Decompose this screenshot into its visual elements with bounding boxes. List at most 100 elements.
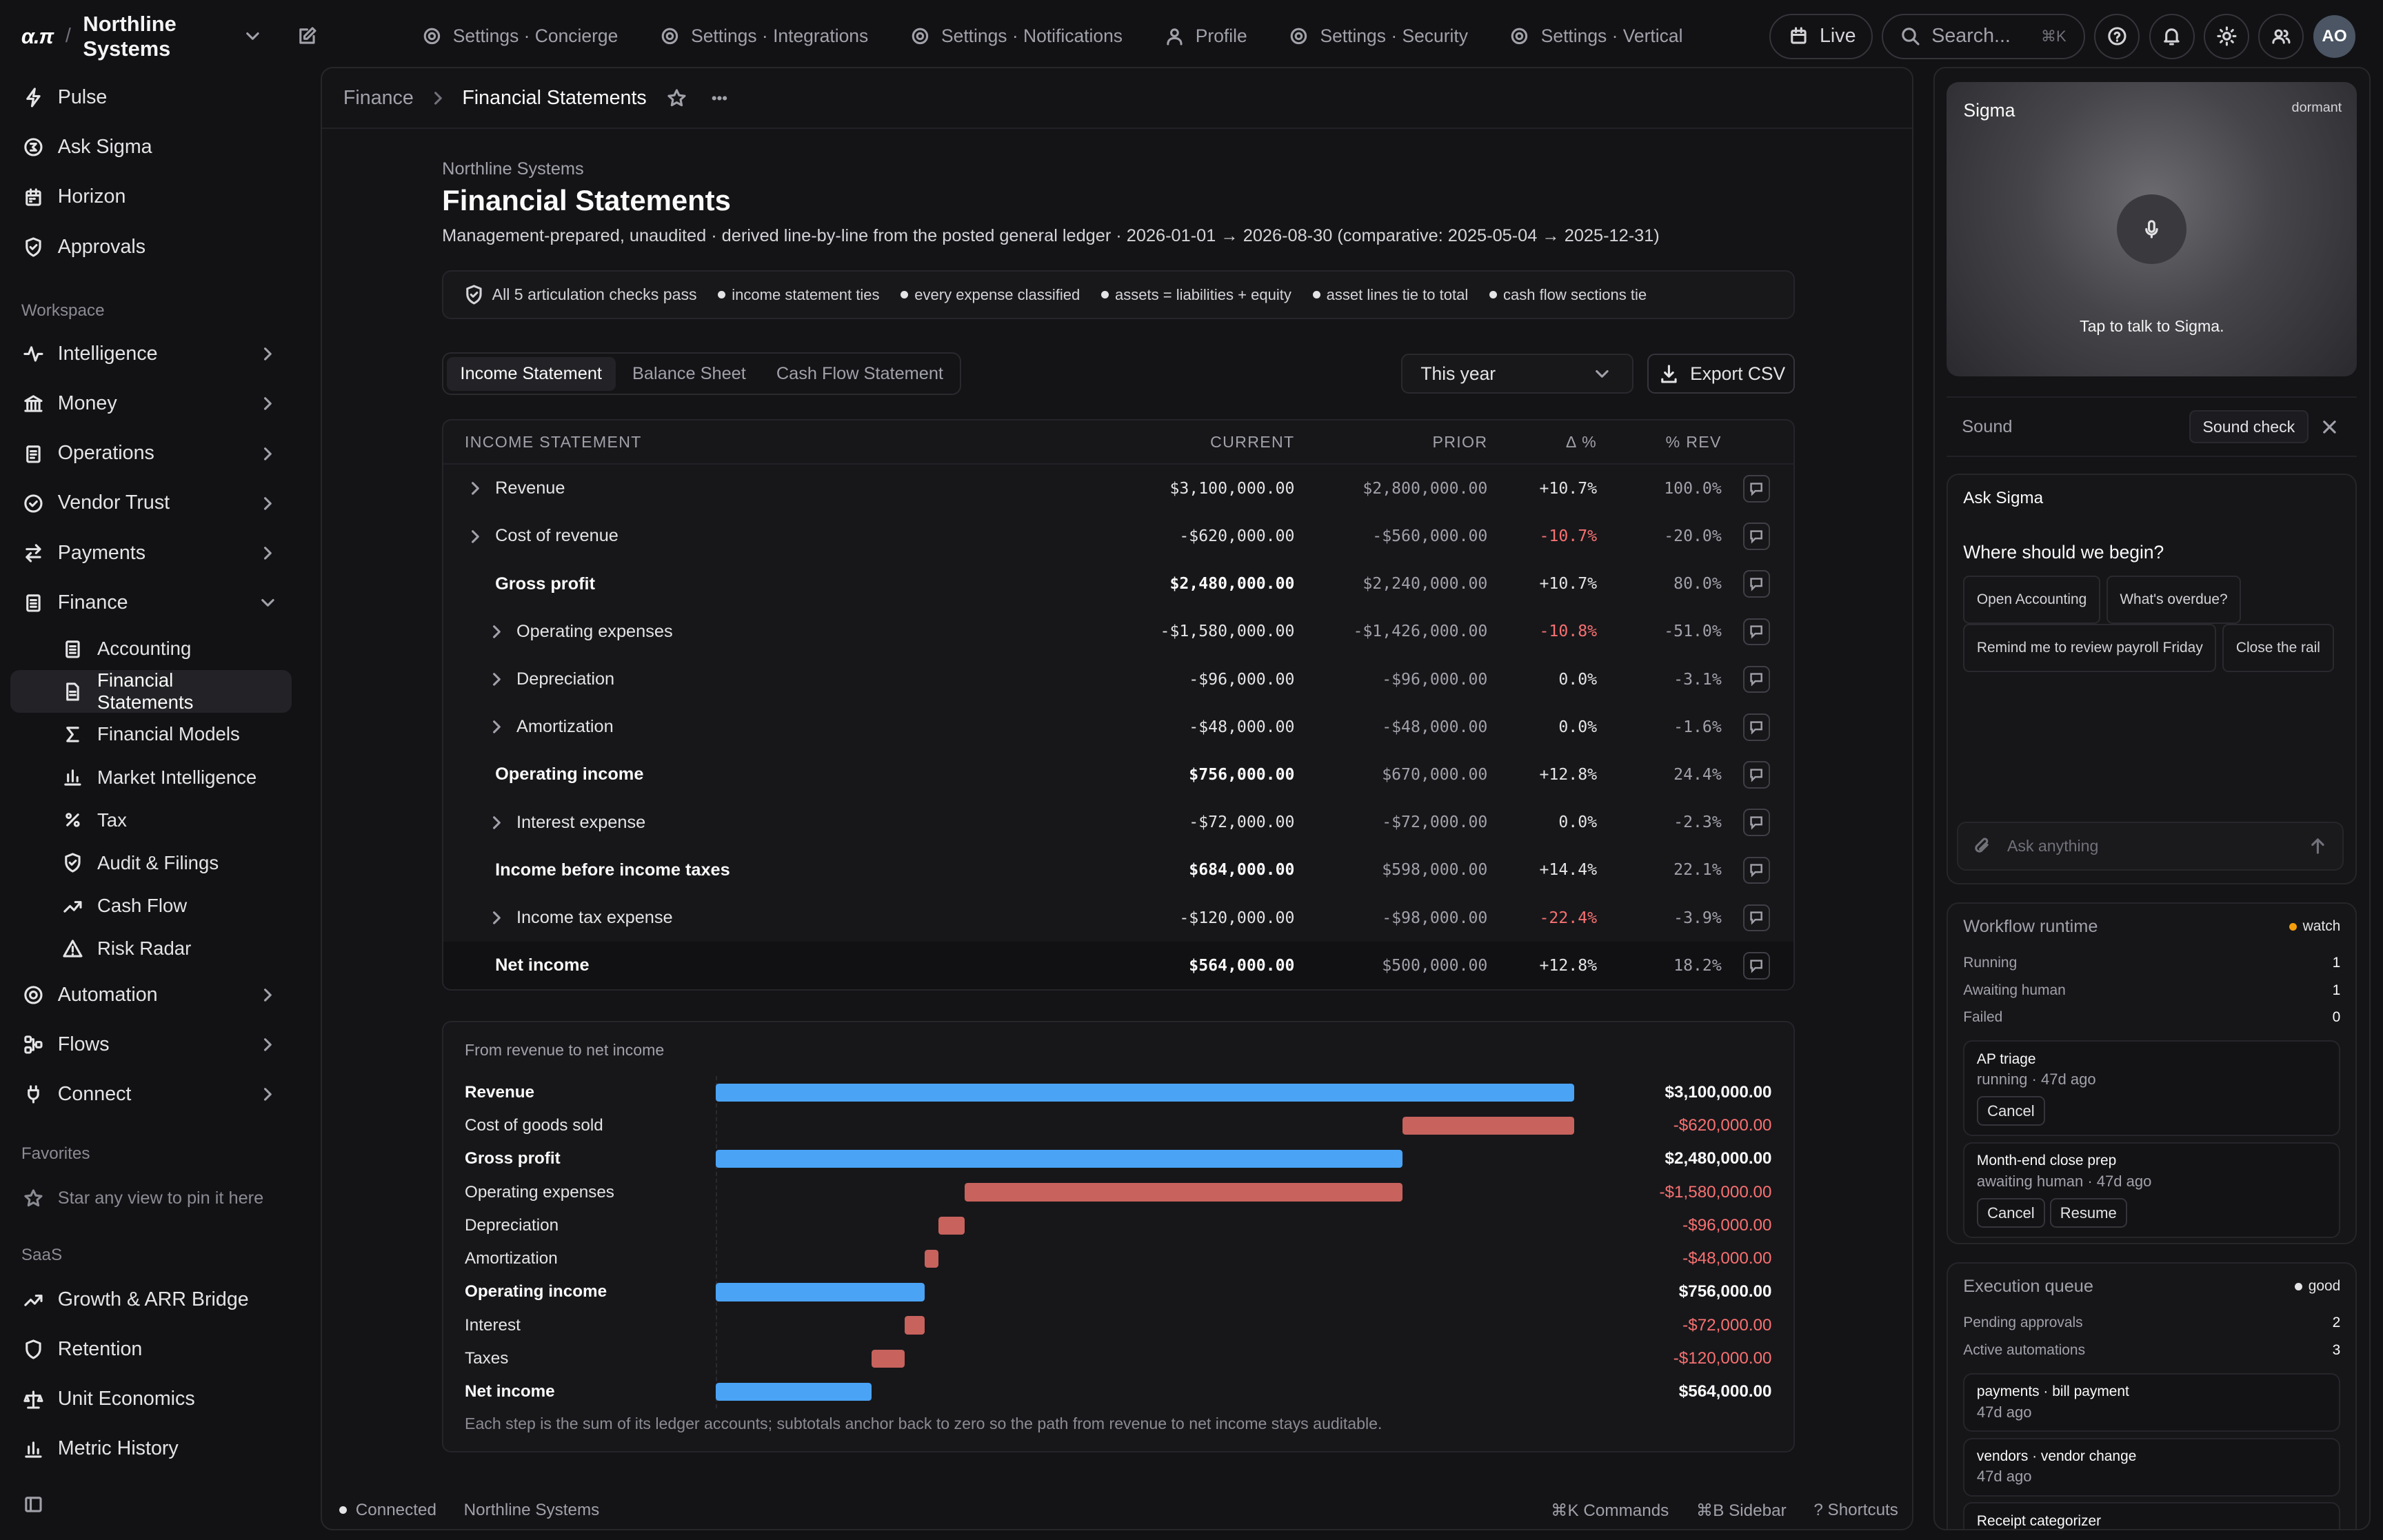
suggestion-chip[interactable]: What's overdue? (2106, 575, 2242, 625)
sidebar-item-financial-statements[interactable]: Financial Statements (10, 669, 292, 713)
period-select[interactable]: This year (1400, 354, 1634, 394)
breadcrumb-parent[interactable]: Finance (343, 86, 414, 109)
shortcut-sidebar[interactable]: ⌘B Sidebar (1696, 1501, 1787, 1520)
resume-button[interactable]: Resume (2049, 1197, 2128, 1228)
sidebar-item-finance[interactable]: Finance (0, 578, 319, 627)
topnav-settings-integrations[interactable]: Settings · Integrations (643, 15, 884, 58)
sidebar-toggle[interactable] (0, 1480, 319, 1530)
sidebar-item-growth-arr[interactable]: Growth & ARR Bridge (0, 1275, 319, 1325)
export-csv-button[interactable]: Export CSV (1647, 354, 1795, 394)
ask-input[interactable]: Ask anything (1957, 822, 2344, 871)
queue-item[interactable]: vendors · vendor change 47d ago (1963, 1437, 2341, 1497)
comment-button[interactable] (1742, 713, 1771, 741)
topnav-settings-security[interactable]: Settings · Security (1271, 15, 1483, 58)
compose-icon[interactable] (295, 24, 319, 48)
comment-button[interactable] (1742, 856, 1771, 884)
sidebar-item-pulse[interactable]: Pulse (0, 73, 319, 123)
sidebar-item-operations[interactable]: Operations (0, 429, 319, 478)
paperclip-icon[interactable] (1971, 834, 1995, 858)
queue-item[interactable]: Receipt categorizer (1963, 1502, 2341, 1529)
chevron-right-icon[interactable] (486, 811, 507, 835)
shortcut-commands[interactable]: ⌘K Commands (1551, 1501, 1669, 1520)
table-row[interactable]: Amortization -$48,000.00 -$48,000.00 0.0% -1… (443, 703, 1793, 751)
topnav-settings-concierge[interactable]: Settings · Concierge (404, 15, 633, 58)
sidebar-item-audit-filings[interactable]: Audit & Filings (0, 842, 319, 884)
suggestion-chip[interactable]: Open Accounting (1963, 575, 2100, 625)
sidebar-item-connect[interactable]: Connect (0, 1069, 319, 1119)
comment-button[interactable] (1742, 523, 1771, 550)
sidebar-item-money[interactable]: Money (0, 379, 319, 429)
suggestion-chip[interactable]: Remind me to review payroll Friday (1963, 624, 2217, 673)
sidebar-item-horizon[interactable]: Horizon (0, 172, 319, 222)
mic-button[interactable] (2117, 194, 2187, 265)
sidebar-item-unit-economics[interactable]: Unit Economics (0, 1375, 319, 1424)
chevron-right-icon[interactable] (465, 524, 486, 548)
sidebar-item-retention[interactable]: Retention (0, 1325, 319, 1375)
chevron-right-icon[interactable] (486, 620, 507, 644)
sidebar-item-automation[interactable]: Automation (0, 970, 319, 1020)
comment-button[interactable] (1742, 665, 1771, 693)
sidebar-item-intelligence[interactable]: Intelligence (0, 330, 319, 379)
chart-rows: Revenue $3,100,000.00 Cost of goods sold -$… (465, 1076, 1772, 1409)
team-button[interactable] (2258, 13, 2304, 59)
suggestion-chip[interactable]: Close the rail (2222, 624, 2334, 673)
sidebar-item-flows[interactable]: Flows (0, 1020, 319, 1069)
send-icon[interactable] (2306, 834, 2330, 858)
comment-button[interactable] (1742, 951, 1771, 980)
comment-button[interactable] (1742, 809, 1771, 836)
top-bar: α.π / Northline Systems Settings · Conci… (0, 0, 2383, 73)
tab-income-statement[interactable]: Income Statement (446, 356, 616, 391)
table-row[interactable]: Interest expense -$72,000.00 -$72,000.00 0.… (443, 799, 1793, 847)
star-icon[interactable] (665, 85, 689, 110)
chevron-right-icon[interactable] (465, 476, 486, 500)
sidebar-item-tax[interactable]: Tax (0, 799, 319, 842)
sidebar-item-cash-flow[interactable]: Cash Flow (0, 884, 319, 927)
comment-button[interactable] (1742, 904, 1771, 932)
table-row[interactable]: Operating expenses -$1,580,000.00 -$1,426,… (443, 608, 1793, 656)
tab-cash-flow-statement[interactable]: Cash Flow Statement (776, 363, 943, 383)
close-icon[interactable] (2317, 415, 2342, 439)
comment-button[interactable] (1742, 618, 1771, 646)
sidebar-item-accounting[interactable]: Accounting (0, 627, 319, 670)
topnav-settings-notifications[interactable]: Settings · Notifications (892, 15, 1138, 58)
tab-balance-sheet[interactable]: Balance Sheet (632, 363, 746, 383)
chevron-down-icon[interactable] (240, 24, 264, 48)
sidebar-item-metric-history[interactable]: Metric History (0, 1424, 319, 1474)
chevron-right-icon[interactable] (486, 667, 507, 691)
sidebar-item-ask-sigma[interactable]: Ask Sigma (0, 123, 319, 172)
document-icon (61, 680, 85, 704)
logo[interactable]: α.π (21, 23, 54, 48)
table-row[interactable]: Revenue $3,100,000.00 $2,800,000.00 +10.7% 1… (443, 465, 1793, 512)
sidebar-item-risk-radar[interactable]: Risk Radar (0, 927, 319, 970)
sidebar-item-financial-models[interactable]: Financial Models (0, 713, 319, 756)
help-button[interactable] (2094, 13, 2140, 59)
comment-button[interactable] (1742, 474, 1771, 503)
sound-check-button[interactable]: Sound check (2189, 409, 2309, 444)
chevron-right-icon[interactable] (486, 906, 507, 930)
live-button[interactable]: Live (1769, 13, 1873, 59)
table-row[interactable]: Cost of revenue -$620,000.00 -$560,000.00 -… (443, 512, 1793, 560)
voice-panel[interactable]: Sigma dormant Tap to talk to Sigma. (1947, 81, 2357, 377)
cancel-button[interactable]: Cancel (1976, 1096, 2045, 1126)
chevron-right-icon[interactable] (486, 715, 507, 739)
queue-item[interactable]: payments · bill payment 47d ago (1963, 1373, 2341, 1432)
table-row[interactable]: Income tax expense -$120,000.00 -$98,000.0… (443, 894, 1793, 942)
sidebar-item-approvals[interactable]: Approvals (0, 222, 319, 272)
shortcut-help[interactable]: ? Shortcuts (1813, 1500, 1898, 1519)
comment-button[interactable] (1742, 761, 1771, 789)
more-icon[interactable] (707, 85, 732, 110)
org-switcher[interactable]: Northline Systems (83, 11, 177, 61)
avatar[interactable]: AO (2313, 15, 2356, 58)
table-row[interactable]: Depreciation -$96,000.00 -$96,000.00 0.0% -3… (443, 656, 1793, 703)
chart-category-label: Gross profit (465, 1149, 561, 1168)
sidebar-item-vendor-trust[interactable]: Vendor Trust (0, 478, 319, 528)
theme-button[interactable] (2203, 13, 2250, 59)
cancel-button[interactable]: Cancel (1976, 1197, 2045, 1228)
notifications-button[interactable] (2149, 13, 2195, 59)
topnav-profile[interactable]: Profile (1147, 15, 1262, 58)
sidebar-item-market-intelligence[interactable]: Market Intelligence (0, 756, 319, 799)
sidebar-item-payments[interactable]: Payments (0, 528, 319, 578)
topnav-settings-vertical[interactable]: Settings · Vertical (1492, 15, 1698, 58)
search-input[interactable]: Search... ⌘K (1881, 13, 2086, 59)
comment-button[interactable] (1742, 570, 1771, 598)
